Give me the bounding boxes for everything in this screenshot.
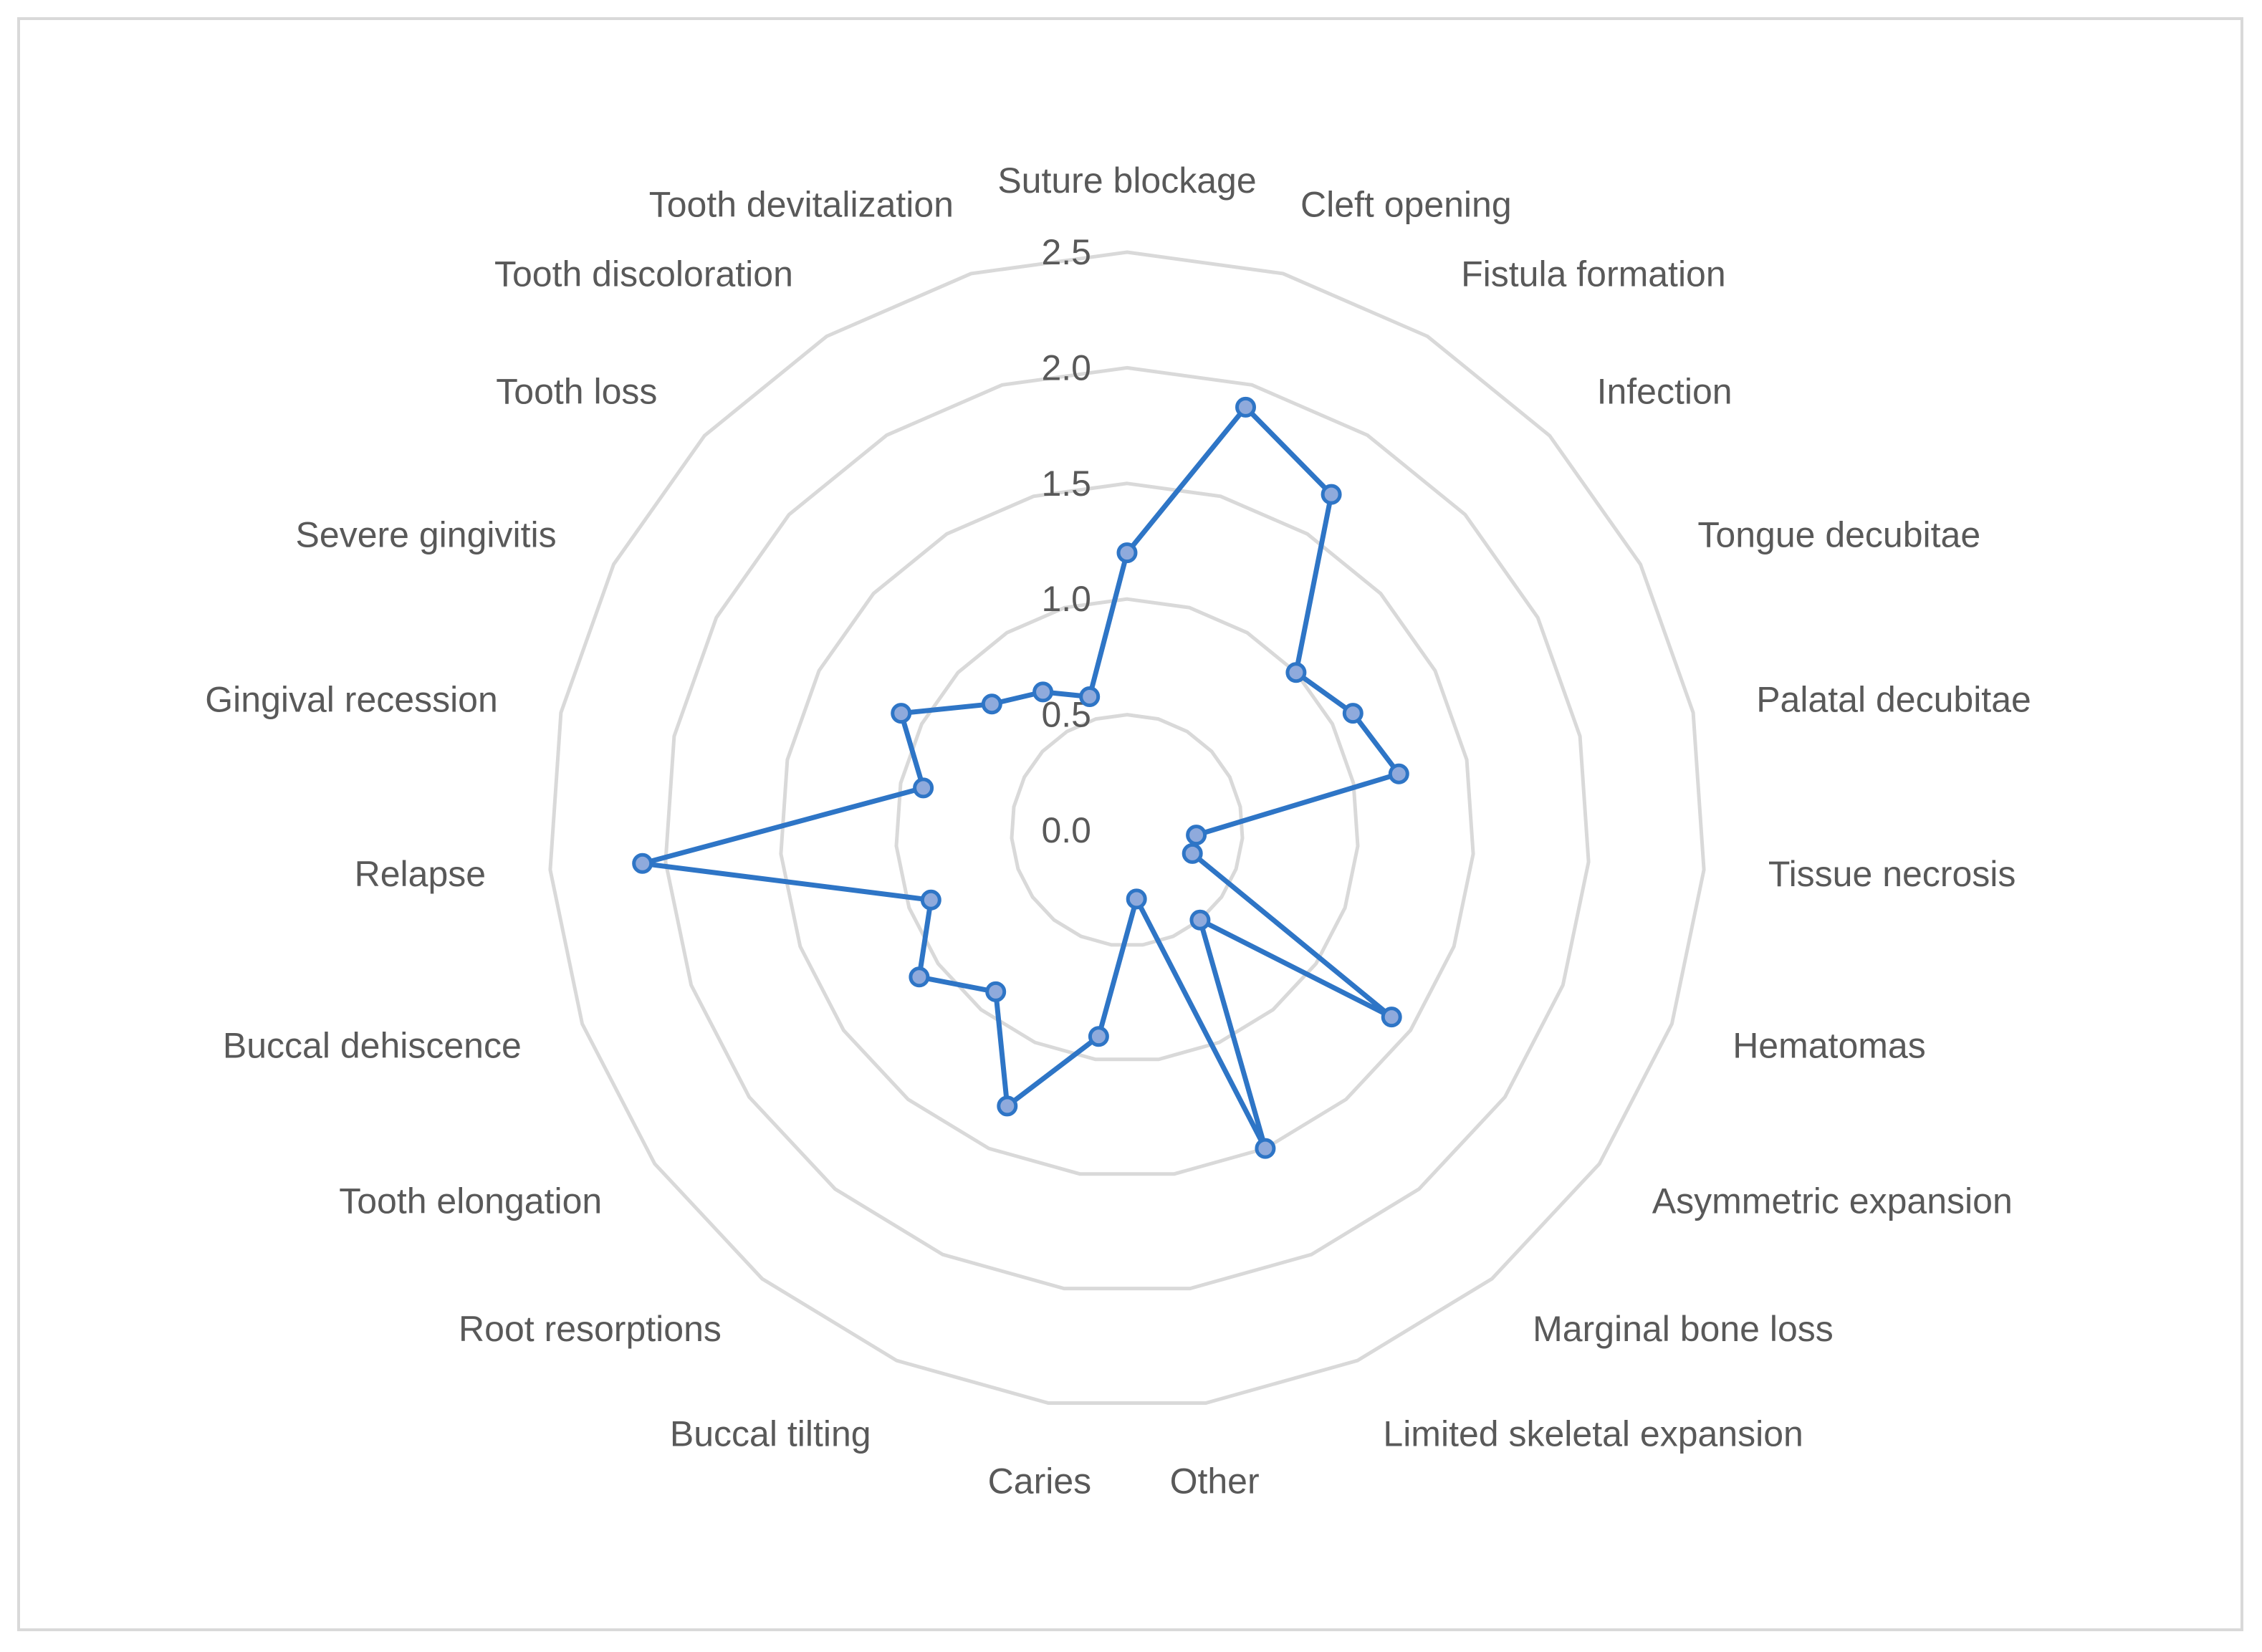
data-point (1285, 662, 1307, 683)
data-point (1189, 909, 1211, 931)
category-label: Palatal decubitae (1756, 680, 2031, 720)
data-point (1186, 825, 1207, 846)
data-point (985, 981, 1007, 1002)
data-point (913, 777, 934, 799)
category-label: Marginal bone loss (1533, 1309, 1834, 1349)
category-label: Tooth devitalization (649, 184, 954, 224)
category-label: Fistula formation (1461, 254, 1726, 294)
radial-axis-ticks: 0.00.51.01.52.02.5 (1041, 232, 1091, 850)
series-layer (632, 396, 1409, 1159)
category-label: Root resorptions (459, 1309, 722, 1349)
data-point (997, 1095, 1018, 1117)
category-label: Hematomas (1733, 1025, 1926, 1065)
data-point (891, 703, 912, 724)
data-point (1116, 542, 1138, 564)
data-point (1321, 484, 1342, 505)
category-label: Caries (988, 1461, 1091, 1502)
category-label: Tooth elongation (339, 1181, 602, 1221)
grid-ring-2 (894, 597, 1360, 1062)
data-point (1032, 681, 1054, 703)
category-label: Buccal dehiscence (223, 1025, 522, 1065)
grid-ring-3 (779, 481, 1475, 1176)
data-point (1381, 1007, 1402, 1028)
category-label: Suture blockage (997, 160, 1256, 201)
category-label: Limited skeletal expansion (1383, 1414, 1803, 1454)
category-label: Cleft opening (1300, 184, 1512, 224)
grid-ring-4 (663, 365, 1591, 1291)
category-label: Tissue necrosis (1768, 854, 2016, 894)
grid-ring-5 (548, 250, 1706, 1405)
data-point (1235, 396, 1256, 418)
tick-label-4: 2.0 (1041, 347, 1091, 388)
data-point (1342, 703, 1364, 724)
data-point (920, 889, 941, 911)
grid-ring-1 (1010, 713, 1245, 947)
chart-frame (17, 17, 2243, 1631)
series-line-0 (640, 404, 1401, 1151)
data-point (1088, 1026, 1109, 1047)
tick-label-2: 1.0 (1041, 579, 1091, 619)
category-label: Infection (1597, 372, 1733, 412)
category-label: Buccal tilting (670, 1414, 871, 1454)
category-label: Tooth loss (496, 372, 657, 412)
tick-label-0: 0.0 (1041, 810, 1091, 850)
data-point (1126, 888, 1147, 910)
category-label: Asymmetric expansion (1652, 1181, 2013, 1221)
data-point (1079, 686, 1101, 707)
tick-label-3: 1.5 (1041, 464, 1091, 504)
data-point (981, 693, 1002, 715)
category-label: Gingival recession (205, 680, 498, 720)
tick-label-5: 2.5 (1041, 232, 1091, 272)
data-point (632, 853, 653, 874)
category-labels: Suture blockage Cleft opening Fistula form… (205, 160, 2031, 1502)
category-label: Tooth discoloration (494, 254, 793, 294)
category-label: Other (1170, 1461, 1260, 1502)
category-label: Severe gingivitis (296, 514, 557, 554)
radar-grid (548, 250, 1706, 1405)
category-label: Relapse (355, 854, 486, 894)
data-point (909, 966, 930, 988)
data-point (1182, 842, 1203, 864)
category-label: Tongue decubitae (1697, 514, 1980, 554)
data-point (1388, 763, 1409, 784)
data-point (1255, 1138, 1276, 1159)
